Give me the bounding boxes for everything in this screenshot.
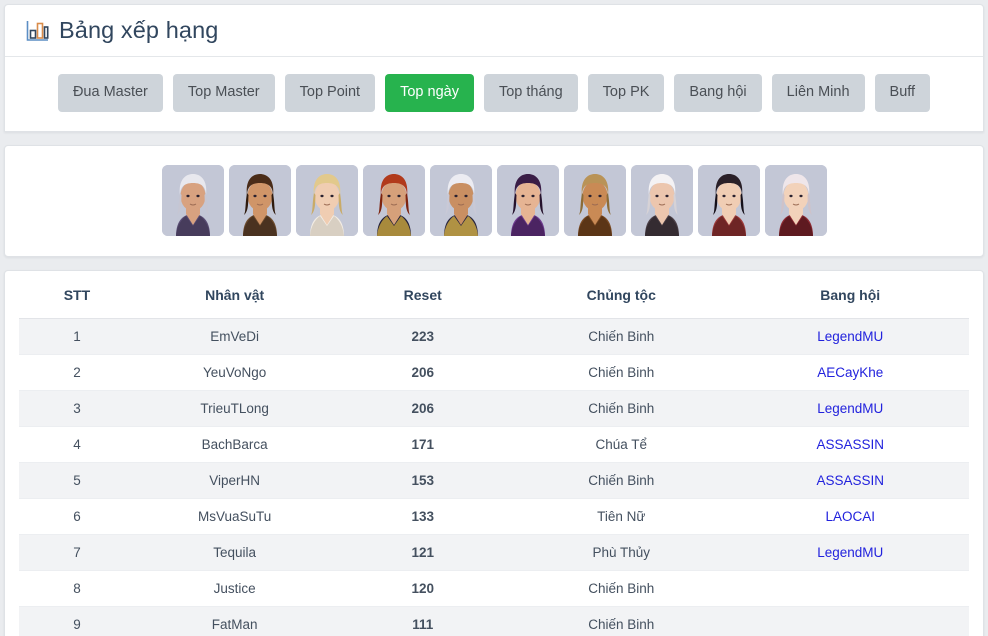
character-avatar-2[interactable] [228, 164, 291, 236]
tab-top-master[interactable]: Top Master [172, 74, 275, 112]
cell-guild [731, 570, 969, 607]
cell-reset: 223 [334, 318, 512, 355]
cell-race: Chiến Binh [511, 570, 732, 607]
table-header-row: STT Nhân vật Reset Chủng tộc Bang hội [19, 270, 969, 319]
cell-race: Chúa Tể [511, 426, 732, 463]
cell-reset: 153 [334, 462, 512, 499]
cell-stt: 7 [19, 534, 135, 571]
cell-race: Chiến Binh [511, 318, 732, 355]
cell-reset: 206 [334, 390, 512, 427]
cell-name: ViperHN [134, 462, 335, 499]
cell-race: Phù Thủy [511, 534, 732, 571]
leaderboard-tabs: Đua Master Top Master Top Point Top ngày… [5, 57, 983, 131]
cell-name: Tequila [134, 534, 335, 571]
tab-top-ngay[interactable]: Top ngày [385, 74, 474, 112]
table-row: 3 TrieuTLong 206 Chiến Binh LegendMU [19, 390, 969, 427]
cell-reset: 171 [334, 426, 512, 463]
column-header-name: Nhân vật [134, 270, 335, 319]
table-row: 6 MsVuaSuTu 133 Tiên Nữ LAOCAI [19, 498, 969, 535]
cell-reset: 133 [334, 498, 512, 535]
cell-reset: 111 [334, 606, 512, 636]
column-header-guild: Bang hội [731, 270, 969, 319]
page-header: Bảng xếp hạng [5, 5, 983, 58]
guild-link[interactable]: LegendMU [817, 544, 884, 560]
character-avatar-6[interactable] [496, 164, 559, 236]
guild-link[interactable]: LegendMU [817, 328, 884, 344]
bar-chart-icon [25, 19, 50, 43]
table-header: STT Nhân vật Reset Chủng tộc Bang hội [19, 270, 969, 319]
tab-dua-master[interactable]: Đua Master [57, 74, 163, 112]
cell-guild[interactable]: LegendMU [731, 318, 969, 355]
character-avatar-9[interactable] [697, 164, 760, 236]
cell-guild[interactable]: LegendMU [731, 390, 969, 427]
cell-name: EmVeDi [134, 318, 335, 355]
guild-link[interactable]: LegendMU [817, 400, 884, 416]
character-avatar-1[interactable] [161, 164, 224, 236]
table-row: 4 BachBarca 171 Chúa Tể ASSASSIN [19, 426, 969, 463]
cell-name: YeuVoNgo [134, 354, 335, 391]
tab-buff[interactable]: Buff [874, 74, 931, 112]
cell-stt: 8 [19, 570, 135, 607]
cell-race: Chiến Binh [511, 390, 732, 427]
character-avatar-10[interactable] [764, 164, 827, 236]
cell-guild[interactable]: ASSASSIN [731, 426, 969, 463]
table-row: 8 Justice 120 Chiến Binh [19, 570, 969, 607]
avatar-list [5, 164, 983, 236]
cell-guild[interactable]: LegendMU [731, 534, 969, 571]
table-row: 2 YeuVoNgo 206 Chiến Binh AECayKhe [19, 354, 969, 391]
table-row: 7 Tequila 121 Phù Thủy LegendMU [19, 534, 969, 571]
character-avatar-4[interactable] [362, 164, 425, 236]
cell-name: TrieuTLong [134, 390, 335, 427]
column-header-stt: STT [19, 270, 135, 319]
guild-link[interactable]: ASSASSIN [816, 472, 884, 488]
column-header-race: Chủng tộc [511, 270, 732, 319]
cell-reset: 120 [334, 570, 512, 607]
cell-stt: 2 [19, 354, 135, 391]
page-title: Bảng xếp hạng [59, 17, 219, 43]
leaderboard-page: Bảng xếp hạng Đua Master Top Master Top … [0, 4, 988, 636]
table-row: 5 ViperHN 153 Chiến Binh ASSASSIN [19, 462, 969, 499]
tab-top-thang[interactable]: Top tháng [483, 74, 578, 112]
cell-stt: 9 [19, 606, 135, 636]
cell-name: FatMan [134, 606, 335, 636]
cell-name: Justice [134, 570, 335, 607]
table-row: 1 EmVeDi 223 Chiến Binh LegendMU [19, 318, 969, 355]
tab-lien-minh[interactable]: Liên Minh [771, 74, 865, 112]
cell-race: Chiến Binh [511, 354, 732, 391]
cell-guild[interactable]: AECayKhe [731, 354, 969, 391]
table-body: 1 EmVeDi 223 Chiến Binh LegendMU 2 YeuVoNgo 206… [19, 318, 969, 636]
character-avatar-8[interactable] [630, 164, 693, 236]
cell-guild [731, 606, 969, 636]
cell-race: Tiên Nữ [511, 498, 732, 535]
cell-stt: 6 [19, 498, 135, 535]
cell-name: MsVuaSuTu [134, 498, 335, 535]
cell-stt: 4 [19, 426, 135, 463]
header-panel: Bảng xếp hạng Đua Master Top Master Top … [4, 4, 984, 132]
cell-stt: 3 [19, 390, 135, 427]
tab-top-pk[interactable]: Top PK [587, 74, 665, 112]
guild-link[interactable]: LAOCAI [825, 508, 875, 524]
cell-stt: 1 [19, 318, 135, 355]
tab-top-point[interactable]: Top Point [284, 74, 376, 112]
cell-race: Chiến Binh [511, 462, 732, 499]
cell-guild[interactable]: LAOCAI [731, 498, 969, 535]
guild-link[interactable]: AECayKhe [817, 364, 884, 380]
cell-reset: 121 [334, 534, 512, 571]
tab-bang-hoi[interactable]: Bang hội [674, 74, 762, 112]
character-avatar-3[interactable] [295, 164, 358, 236]
character-avatar-5[interactable] [429, 164, 492, 236]
cell-name: BachBarca [134, 426, 335, 463]
cell-reset: 206 [334, 354, 512, 391]
cell-stt: 5 [19, 462, 135, 499]
character-avatar-7[interactable] [563, 164, 626, 236]
column-header-reset: Reset [334, 270, 512, 319]
cell-guild[interactable]: ASSASSIN [731, 462, 969, 499]
cell-race: Chiến Binh [511, 606, 732, 636]
top-players-avatars-panel [4, 144, 984, 257]
table-row: 9 FatMan 111 Chiến Binh [19, 606, 969, 636]
guild-link[interactable]: ASSASSIN [816, 436, 884, 452]
